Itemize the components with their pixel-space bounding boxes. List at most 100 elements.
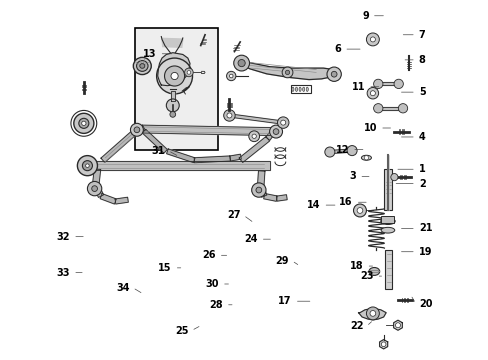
Polygon shape	[101, 131, 135, 162]
Circle shape	[187, 71, 190, 74]
Circle shape	[373, 79, 382, 89]
Polygon shape	[241, 61, 335, 80]
Text: 14: 14	[306, 200, 320, 210]
Polygon shape	[265, 130, 275, 140]
Polygon shape	[132, 126, 145, 136]
Polygon shape	[166, 149, 195, 163]
Circle shape	[248, 131, 259, 141]
Text: 26: 26	[202, 250, 215, 260]
Circle shape	[81, 121, 86, 126]
Polygon shape	[263, 194, 277, 201]
Polygon shape	[162, 39, 183, 47]
Polygon shape	[142, 129, 167, 153]
Text: 4: 4	[418, 132, 425, 142]
Text: 29: 29	[275, 256, 288, 266]
Text: 17: 17	[278, 296, 291, 306]
Ellipse shape	[295, 87, 297, 91]
Circle shape	[282, 67, 292, 78]
Circle shape	[255, 187, 261, 193]
Circle shape	[395, 323, 400, 328]
Circle shape	[366, 33, 379, 46]
Bar	[381, 216, 394, 223]
Circle shape	[184, 68, 193, 77]
Ellipse shape	[305, 87, 308, 91]
Polygon shape	[378, 82, 398, 85]
Text: 33: 33	[57, 267, 70, 278]
Circle shape	[346, 145, 356, 156]
Polygon shape	[329, 149, 351, 154]
Ellipse shape	[380, 227, 394, 233]
FancyBboxPatch shape	[135, 28, 217, 149]
Circle shape	[171, 72, 178, 80]
Text: 1: 1	[418, 164, 425, 174]
Text: 7: 7	[418, 30, 425, 40]
Text: 27: 27	[226, 210, 240, 220]
Polygon shape	[258, 186, 266, 197]
Text: 9: 9	[362, 11, 368, 21]
Polygon shape	[393, 320, 402, 330]
Circle shape	[393, 79, 403, 89]
Circle shape	[77, 156, 97, 176]
Polygon shape	[358, 309, 386, 320]
Ellipse shape	[136, 60, 148, 71]
Circle shape	[223, 110, 235, 121]
Polygon shape	[379, 339, 387, 349]
Text: 13: 13	[143, 49, 156, 59]
Text: 10: 10	[363, 123, 376, 133]
Circle shape	[269, 125, 282, 138]
Polygon shape	[276, 195, 286, 201]
Circle shape	[164, 66, 184, 86]
Circle shape	[398, 104, 407, 113]
Polygon shape	[194, 156, 230, 163]
Circle shape	[74, 113, 94, 134]
Ellipse shape	[380, 218, 394, 225]
Text: 22: 22	[349, 321, 363, 331]
Ellipse shape	[298, 87, 301, 91]
Ellipse shape	[302, 87, 304, 91]
Polygon shape	[257, 171, 264, 188]
Circle shape	[92, 186, 97, 192]
Ellipse shape	[368, 267, 379, 275]
Polygon shape	[158, 53, 190, 86]
Circle shape	[369, 37, 375, 42]
Circle shape	[82, 161, 92, 171]
Text: 30: 30	[205, 279, 219, 289]
Circle shape	[364, 156, 368, 160]
Circle shape	[156, 58, 192, 94]
Circle shape	[330, 71, 336, 77]
Circle shape	[251, 134, 256, 138]
Text: 23: 23	[359, 271, 373, 281]
Bar	[383, 169, 391, 211]
Circle shape	[130, 123, 143, 136]
Polygon shape	[171, 91, 174, 101]
Circle shape	[233, 55, 249, 71]
Text: 2: 2	[418, 179, 425, 189]
Circle shape	[87, 181, 102, 196]
Circle shape	[285, 70, 289, 75]
Circle shape	[79, 118, 89, 129]
Ellipse shape	[291, 87, 293, 91]
Ellipse shape	[140, 64, 144, 68]
Polygon shape	[100, 194, 116, 204]
Text: 6: 6	[334, 44, 341, 54]
Circle shape	[366, 307, 379, 320]
Bar	[384, 250, 391, 289]
Circle shape	[373, 104, 382, 113]
Circle shape	[229, 74, 233, 78]
Circle shape	[326, 67, 341, 81]
Polygon shape	[115, 197, 128, 204]
Text: 15: 15	[158, 263, 171, 273]
Circle shape	[169, 112, 175, 117]
Text: 5: 5	[418, 87, 425, 97]
Text: 8: 8	[418, 55, 425, 65]
Polygon shape	[378, 107, 402, 110]
Circle shape	[356, 208, 362, 213]
Polygon shape	[239, 136, 269, 162]
Circle shape	[369, 91, 375, 96]
Text: 31: 31	[151, 145, 165, 156]
Text: 20: 20	[418, 299, 431, 309]
Polygon shape	[142, 125, 271, 135]
Circle shape	[273, 129, 278, 134]
Text: 16: 16	[339, 197, 352, 207]
Text: 19: 19	[418, 247, 431, 257]
